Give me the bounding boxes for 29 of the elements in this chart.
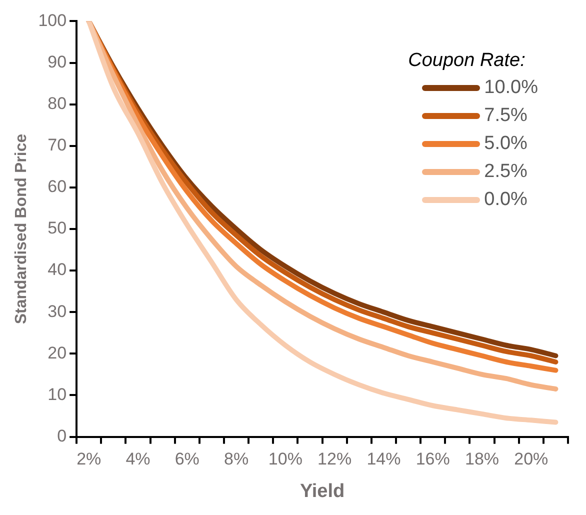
legend-label: 7.5% <box>484 105 528 127</box>
y-tick-label: 10 <box>48 384 67 404</box>
y-tick-label: 100 <box>38 10 67 30</box>
legend-label: 2.5% <box>484 161 528 183</box>
y-axis-title: Standardised Bond Price <box>13 134 30 324</box>
x-tick-label: 12% <box>318 450 352 469</box>
y-tick-label: 90 <box>48 52 67 72</box>
x-tick-label: 10% <box>268 450 302 469</box>
y-tick-label: 60 <box>48 177 67 196</box>
y-tick-label: 40 <box>48 260 67 280</box>
x-tick-label: 18% <box>464 450 500 469</box>
x-tick-label: 14% <box>366 450 401 469</box>
y-tick-label: 80 <box>48 94 67 114</box>
x-tick-label: 20% <box>514 450 548 469</box>
x-tick-label: 2% <box>76 450 102 469</box>
x-axis-title: Yield <box>300 480 345 502</box>
y-tick-label: 50 <box>48 218 67 238</box>
x-tick-label: 4% <box>126 450 150 469</box>
legend-label: 10.0% <box>484 77 538 99</box>
y-tick-label: 0 <box>57 426 67 446</box>
y-tick-label: 30 <box>48 302 67 321</box>
x-tick-label: 6% <box>174 450 200 469</box>
x-tick-label: 16% <box>416 450 450 469</box>
legend-label: 5.0% <box>484 133 528 155</box>
y-tick-label: 70 <box>48 136 67 155</box>
legend-title: Coupon Rate: <box>408 50 526 72</box>
y-tick-label: 20 <box>48 343 67 362</box>
legend-label: 0.0% <box>484 189 528 211</box>
x-tick-label: 8% <box>224 450 249 469</box>
